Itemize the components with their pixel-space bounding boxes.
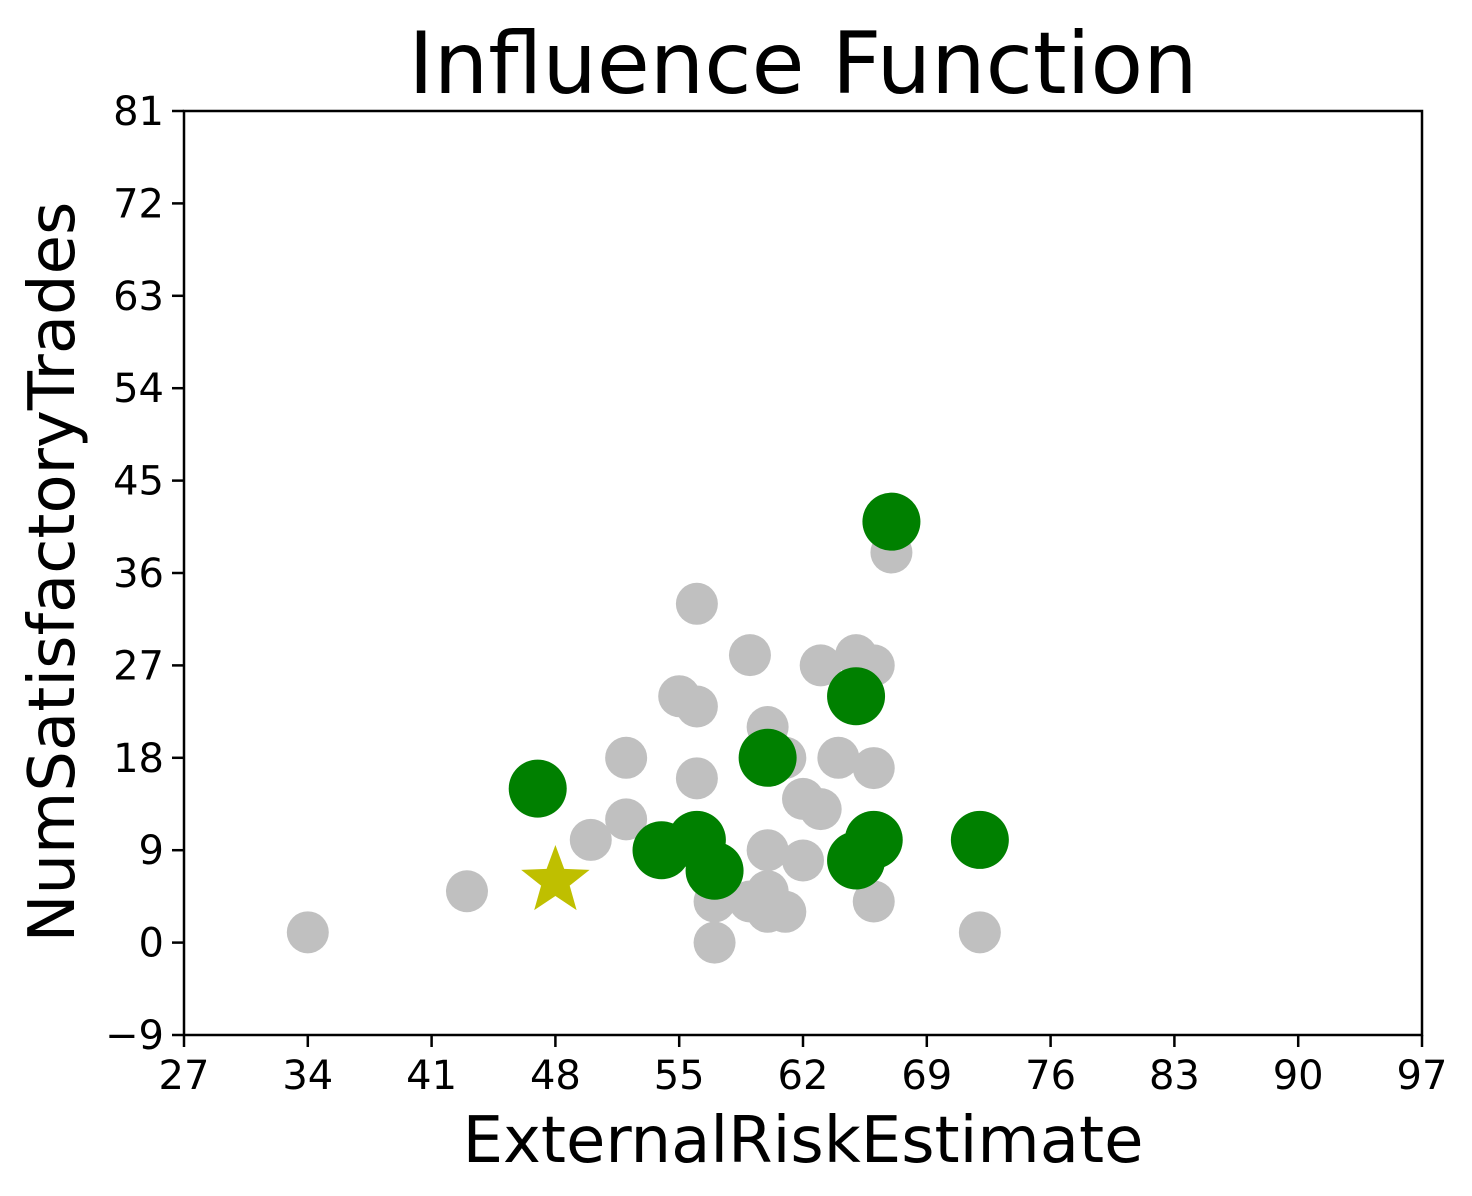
neighbor-point	[605, 736, 648, 779]
neighbor-point	[958, 911, 1001, 954]
neighbor-point	[817, 736, 860, 779]
influential-point	[685, 841, 744, 900]
y-tick-label: 18	[113, 736, 164, 782]
neighbor-point	[693, 921, 736, 964]
y-tick-label: 54	[113, 366, 164, 412]
y-tick-label: 36	[113, 551, 164, 597]
neighbor-point	[675, 582, 718, 625]
x-tick-label: 27	[159, 1053, 210, 1099]
neighbor-point	[799, 788, 842, 831]
neighbor-point	[286, 911, 329, 954]
y-axis-label: NumSatisfactoryTrades	[16, 202, 90, 943]
x-axis-label: ExternalRiskEstimate	[463, 1104, 1144, 1178]
neighbor-point	[746, 829, 789, 872]
y-tick-label: 72	[113, 181, 164, 227]
neighbor-point	[728, 634, 771, 677]
neighbor-point	[852, 880, 895, 923]
neighbor-point	[569, 818, 612, 861]
influential-point	[827, 667, 886, 726]
influential-point	[508, 759, 567, 818]
y-tick-label: 45	[113, 459, 164, 505]
y-tick-label: 27	[113, 643, 164, 689]
y-tick-label: 81	[113, 89, 164, 135]
x-tick-label: 76	[1025, 1053, 1076, 1099]
neighbor-point	[675, 757, 718, 800]
influential-point	[738, 728, 797, 787]
y-tick-label: 0	[139, 921, 164, 967]
neighbor-point	[799, 644, 842, 687]
y-tick-label: −9	[105, 1013, 164, 1059]
x-tick-label: 34	[282, 1053, 333, 1099]
neighbor-point	[764, 890, 807, 933]
neighbor-point	[852, 747, 895, 790]
x-tick-label: 83	[1149, 1053, 1200, 1099]
x-tick-label: 69	[901, 1053, 952, 1099]
neighbor-point	[445, 870, 488, 913]
chart-title: Influence Function	[408, 14, 1197, 114]
influential-point	[862, 492, 921, 551]
x-tick-label: 62	[778, 1053, 829, 1099]
y-tick-label: 63	[113, 274, 164, 320]
x-tick-label: 55	[654, 1053, 705, 1099]
neighbor-point	[782, 839, 824, 882]
data-points	[286, 492, 1009, 964]
influential-point	[844, 810, 903, 869]
x-tick-label: 90	[1273, 1053, 1324, 1099]
y-tick-label: 9	[139, 828, 164, 874]
x-tick-label: 48	[530, 1053, 581, 1099]
neighbor-point	[605, 798, 648, 841]
plot-frame	[182, 109, 1424, 1037]
x-tick-label: 97	[1397, 1053, 1448, 1099]
query-point-star	[521, 845, 590, 911]
influential-point	[950, 810, 1009, 869]
x-tick-label: 41	[406, 1053, 457, 1099]
neighbor-point	[675, 685, 718, 728]
axis-ticks: 27 34 41 48 55 62 69 76 83 90 97 −9 0 9 18 27 36 45 54 63 72…	[105, 89, 1447, 1099]
